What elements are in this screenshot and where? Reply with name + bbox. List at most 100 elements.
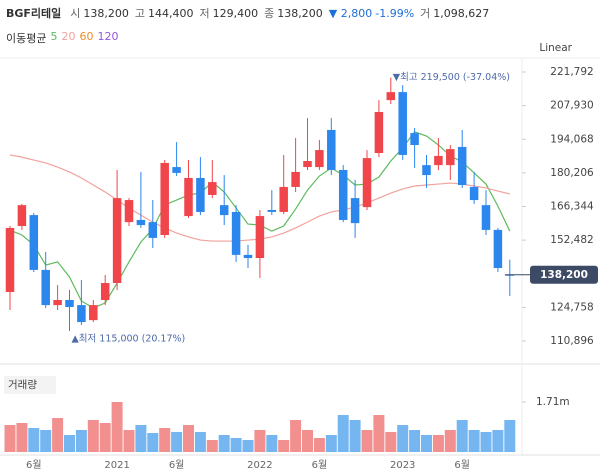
volume-bar — [409, 429, 421, 452]
candle-body — [362, 158, 372, 208]
volume-bar — [492, 429, 504, 452]
volume-bar — [302, 429, 313, 452]
volume-bar — [230, 437, 242, 452]
legend-item[interactable]: 120 — [97, 30, 119, 43]
y-tick-label: 166,344 — [550, 201, 594, 213]
low-label: 저 — [199, 7, 210, 20]
y-tick-label: 152,482 — [550, 234, 593, 246]
annotation: ▲최저 115,000 (20.17%) — [72, 334, 186, 345]
y-tick-label: 194,068 — [550, 133, 593, 145]
x-tick-label: 2022 — [247, 460, 272, 471]
candle-body — [53, 299, 62, 306]
volume-bar — [123, 429, 135, 452]
candle-body — [65, 299, 74, 308]
volume-bar — [111, 401, 123, 452]
candle-body — [124, 200, 134, 223]
volume-bar — [373, 414, 385, 452]
volume-bar — [183, 424, 194, 452]
volume-bar — [242, 439, 254, 452]
volume-bar — [504, 419, 516, 452]
candle-body — [291, 171, 300, 187]
volume-bar — [456, 419, 468, 452]
legend-item[interactable]: 20 — [61, 30, 76, 43]
volume-bar — [432, 434, 444, 452]
volume-bar — [385, 431, 397, 452]
volume-bar — [325, 434, 337, 452]
volume-bar — [206, 439, 218, 452]
volume-bar — [64, 434, 75, 452]
candle-body — [255, 216, 265, 259]
candle-body — [196, 177, 205, 212]
y-tick-label: 180,206 — [550, 167, 594, 179]
volume-title-box — [4, 376, 56, 394]
volume-bar — [159, 427, 171, 452]
volume-bar — [361, 429, 373, 452]
candle-body — [434, 155, 443, 166]
volume-bar — [99, 422, 111, 452]
volume-bar — [218, 434, 230, 452]
open-label: 시 — [70, 7, 81, 20]
stock-name: BGF리테일 — [6, 7, 62, 20]
candle-body — [446, 149, 455, 166]
open-value: 138,200 — [83, 7, 129, 20]
volume-bar — [87, 419, 99, 452]
candle-body — [469, 186, 479, 201]
candle-body — [184, 177, 193, 217]
candle-body — [77, 305, 86, 323]
high-label: 고 — [134, 7, 146, 20]
x-tick-label: 6월 — [169, 459, 185, 471]
volume-bar — [194, 431, 206, 452]
last-price-badge — [530, 265, 598, 284]
volume-bar — [40, 429, 52, 452]
volume-bar — [313, 437, 325, 452]
candle-body — [481, 205, 491, 230]
volume-bar — [290, 419, 302, 452]
last-price-label: 138,200 — [540, 269, 588, 281]
candle-body — [172, 167, 181, 173]
candle-body — [160, 162, 169, 235]
candle-body — [374, 112, 384, 153]
header: BGF리테일 시 138,200 고 144,400 저 129,400 종 1… — [6, 5, 489, 21]
candle-body — [231, 211, 241, 255]
candle-body — [422, 165, 431, 176]
x-tick-label: 2021 — [104, 460, 129, 471]
volume-bar — [444, 429, 456, 452]
candle-body — [17, 205, 27, 227]
candle-body — [303, 161, 312, 168]
volume-bar — [254, 429, 266, 452]
change: ▼ 2,800 — [328, 7, 373, 20]
volume-bar — [397, 424, 409, 452]
candle-body — [100, 283, 110, 300]
legend-title: 이동평균 — [6, 32, 47, 45]
annotation: ▼최고 219,500 (-37.04%) — [393, 72, 510, 83]
volume-bar — [266, 434, 278, 452]
y-tick-label: 207,930 — [550, 100, 593, 112]
candle-body — [327, 129, 336, 170]
volume-bar — [4, 424, 16, 452]
volume-bar — [278, 439, 290, 452]
volume-bar — [135, 424, 147, 452]
volume-tick-label: 1.71m — [536, 396, 570, 408]
volume-bar — [52, 417, 64, 452]
scale-label[interactable]: Linear — [539, 42, 572, 54]
legend-item[interactable]: 5 — [50, 30, 58, 43]
candle-body — [315, 150, 324, 168]
candle-body — [267, 210, 277, 212]
y-tick-label: 110,896 — [550, 335, 594, 347]
volume-value: 1,098,627 — [433, 7, 490, 20]
candle-body — [208, 182, 217, 195]
candle-body — [112, 198, 122, 284]
candle-body — [386, 92, 396, 101]
legend-item[interactable]: 60 — [79, 30, 94, 43]
candle-body — [493, 229, 503, 268]
change-pct: -1.99% — [375, 7, 415, 20]
candle-body — [243, 254, 253, 259]
volume-bar — [337, 414, 349, 452]
candle-body — [148, 222, 158, 238]
candle-body — [398, 92, 407, 155]
candle-body — [338, 169, 348, 220]
volume-bar — [468, 429, 480, 452]
y-tick-label: 221,792 — [550, 66, 593, 78]
